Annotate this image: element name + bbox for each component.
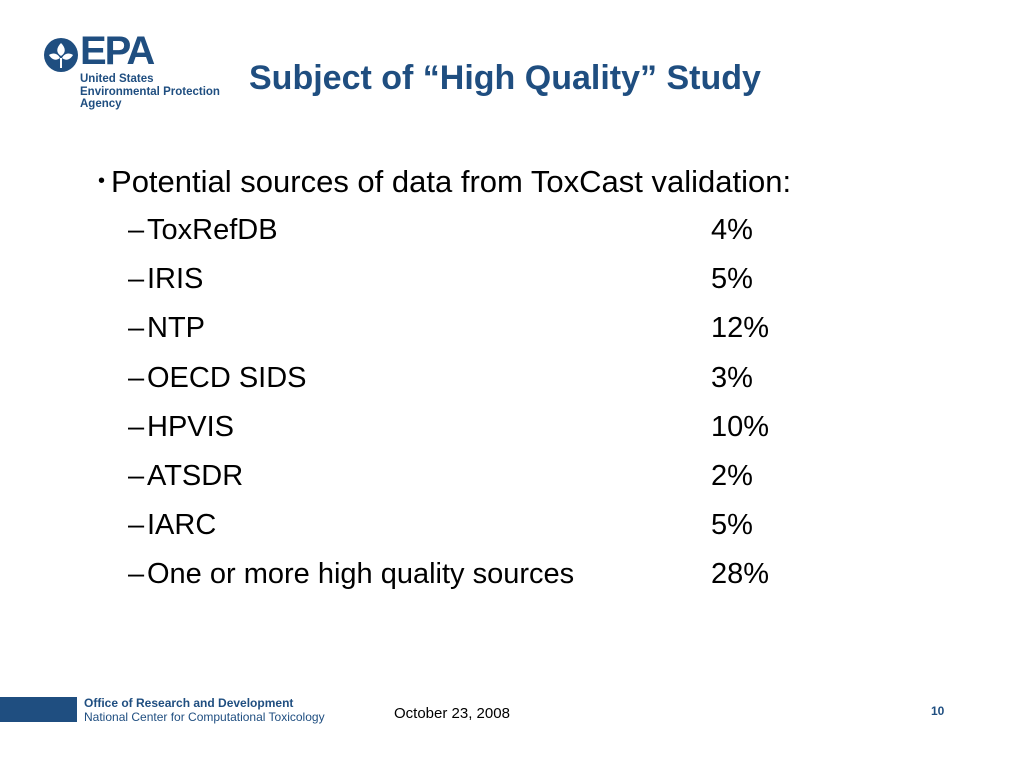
source-label: ToxRefDB [147,214,278,246]
footer-office: Office of Research and Development [84,696,294,710]
dash-icon: – [128,410,145,443]
source-label: One or more high quality sources [147,558,575,591]
dash-icon: – [128,214,145,246]
agency-line: Environmental Protection [80,85,220,98]
footer-center: National Center for Computational Toxico… [84,710,325,724]
dash-icon: – [128,263,145,296]
slide-title: Subject of “High Quality” Study [249,59,761,97]
dash-icon: – [128,312,145,345]
source-percent: 2% [711,459,753,492]
source-percent: 4% [711,214,753,246]
source-label: IRIS [147,263,204,296]
bullet-icon: • [98,170,106,192]
source-percent: 12% [711,312,770,345]
agency-line: Agency [80,98,122,110]
source-label: HPVIS [147,410,235,443]
bullet-text: Potential sources of data from ToxCast v… [111,164,792,199]
dash-icon: – [128,361,145,394]
source-percent: 3% [711,361,753,394]
epa-logo: EPA United States Environmental Protecti… [43,31,228,112]
footer-accent-bar [0,697,77,722]
source-percent: 5% [711,509,753,542]
dash-icon: – [128,509,145,542]
page-number: 10 [931,704,945,718]
footer-date: October 23, 2008 [394,705,510,722]
source-percent: 28% [711,558,770,591]
source-label: NTP [147,312,205,345]
source-percent: 5% [711,263,753,296]
epa-agency-name: United States Environmental Protection A… [80,73,220,111]
bullet-item: • Potential sources of data from ToxCast … [98,163,791,200]
dash-icon: – [128,459,145,492]
source-percent: 10% [711,410,770,443]
epa-wordmark: EPA [80,29,155,73]
epa-flower-icon [44,38,78,72]
source-label: OECD SIDS [147,361,307,394]
dash-icon: – [128,558,145,591]
source-label: ATSDR [147,459,244,492]
source-label: IARC [147,509,217,542]
agency-line: United States [80,73,154,85]
